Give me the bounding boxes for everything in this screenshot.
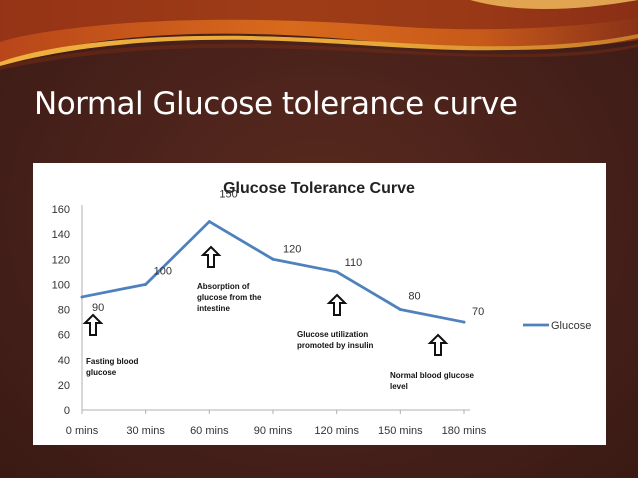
y-tick-label: 20 xyxy=(58,380,70,392)
data-label: 120 xyxy=(283,243,301,255)
annotation-text: Fasting blood glucose xyxy=(86,357,139,377)
y-tick-label: 0 xyxy=(64,405,70,417)
data-label: 90 xyxy=(92,302,104,314)
legend: Glucose xyxy=(523,320,591,332)
series-group xyxy=(80,220,466,324)
annotation-line: promoted by insulin xyxy=(297,341,374,350)
data-label: 80 xyxy=(408,291,420,303)
annotation-line: Fasting blood xyxy=(86,357,139,366)
x-tick-label: 180 mins xyxy=(442,425,487,437)
x-tick-label: 90 mins xyxy=(254,425,293,437)
data-point xyxy=(144,282,148,286)
annotations: Fasting blood glucose Absorption of glucose… xyxy=(82,245,475,391)
legend-label: Glucose xyxy=(551,320,591,332)
x-tick-label: 120 mins xyxy=(314,425,359,437)
annotation-line: Normal blood glucose xyxy=(390,371,475,380)
chart-title: Glucose Tolerance Curve xyxy=(223,180,415,197)
annotation-line: intestine xyxy=(197,304,230,313)
annotation-text: Normal blood glucose level xyxy=(390,371,475,391)
y-tick-label: 100 xyxy=(52,279,70,291)
data-label: 100 xyxy=(154,265,172,277)
data-point xyxy=(80,295,84,299)
data-label: 150 xyxy=(219,189,237,201)
y-tick-label: 60 xyxy=(58,330,70,342)
data-label: 110 xyxy=(345,257,363,269)
data-point xyxy=(398,308,402,311)
y-tick-label: 40 xyxy=(58,355,70,367)
y-tick-label: 80 xyxy=(58,305,70,317)
x-tick-label: 150 mins xyxy=(378,425,423,437)
annotation-line: level xyxy=(390,382,408,391)
glucose-chart: Glucose Tolerance Curve 0 20 40 60 80 100 120 1… xyxy=(52,180,592,437)
up-arrow-icon xyxy=(326,293,348,316)
slide-title: Normal Glucose tolerance curve xyxy=(34,86,518,122)
annotation-line: Glucose utilization xyxy=(297,330,368,339)
x-tick-label: 0 mins xyxy=(66,425,99,437)
up-arrow-icon xyxy=(427,333,449,356)
annotation-text: Absorption of glucose from the intestine xyxy=(197,282,262,313)
data-label: 70 xyxy=(472,306,484,318)
x-tick-label: 30 mins xyxy=(126,425,165,437)
x-tick-label: 60 mins xyxy=(190,425,229,437)
series-line-glucose xyxy=(81,220,465,324)
y-tick-label: 140 xyxy=(52,229,70,241)
data-point xyxy=(462,320,466,324)
axes: 0 20 40 60 80 100 120 140 160 0 mins 30 mins 60 min… xyxy=(52,204,487,437)
data-point xyxy=(207,220,211,224)
data-point xyxy=(335,270,339,274)
y-tick-label: 160 xyxy=(52,204,70,216)
up-arrow-icon xyxy=(200,245,222,268)
data-labels: 90 100 150 120 110 80 70 xyxy=(92,189,484,319)
data-point xyxy=(271,257,275,261)
decorative-swoosh-band xyxy=(0,0,638,70)
annotation-line: Absorption of xyxy=(197,282,250,291)
annotation-line: glucose xyxy=(86,368,117,377)
up-arrow-icon xyxy=(82,313,104,336)
y-tick-label: 120 xyxy=(52,254,70,266)
annotation-text: Glucose utilization promoted by insulin xyxy=(297,330,374,350)
annotation-line: glucose from the xyxy=(197,293,262,302)
chart-panel: Glucose Tolerance Curve 0 20 40 60 80 100 120 1… xyxy=(33,163,606,445)
